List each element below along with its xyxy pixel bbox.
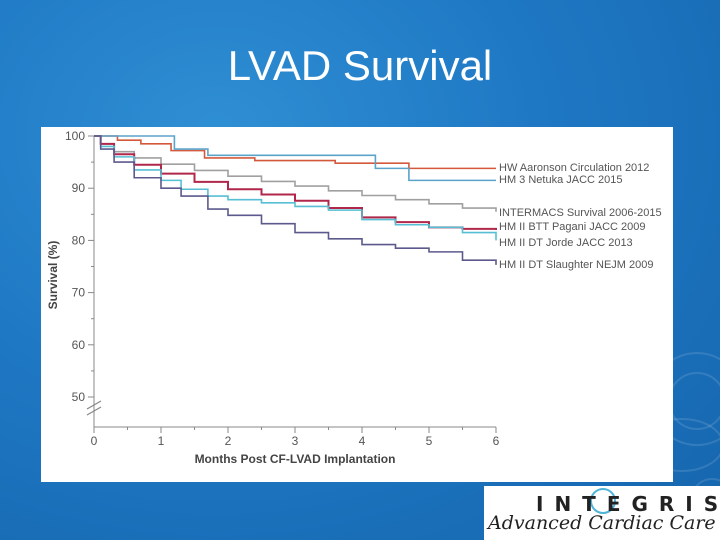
- x-tick-label: 6: [493, 434, 500, 448]
- x-tick-label: 1: [158, 434, 165, 448]
- logo-swirl-icon: [590, 488, 616, 514]
- x-tick-label: 3: [292, 434, 299, 448]
- logo-tagline: Advanced Cardiac Care: [488, 512, 716, 534]
- series-line-intermacs-survival-2006-2015: [94, 135, 497, 212]
- series-line-hm-ii-dt-jorde-jacc-2013: [94, 135, 497, 241]
- x-tick-label: 0: [91, 434, 98, 448]
- y-tick-label: 100: [65, 129, 85, 143]
- legend-label-hw-aaronson-circulation-2012: HW Aaronson Circulation 2012: [499, 162, 649, 174]
- axis-break-mark: [86, 400, 102, 410]
- legend-label-hm-ii-btt-pagani-jacc-2009: HM II BTT Pagani JACC 2009: [499, 221, 646, 233]
- x-tick-label: 4: [359, 434, 366, 448]
- y-tick-label: 60: [72, 338, 86, 352]
- legend-label-hm-3-netuka-jacc-2015: HM 3 Netuka JACC 2015: [499, 174, 623, 186]
- y-axis-label: Survival (%): [46, 241, 60, 310]
- series-line-hm-ii-btt-pagani-jacc-2009: [94, 135, 497, 230]
- series-line-hm-3-netuka-jacc-2015: [94, 135, 496, 182]
- logo-name: INTEGRIS: [536, 492, 720, 516]
- y-tick-label: 80: [72, 233, 86, 247]
- y-tick-label: 50: [72, 390, 86, 404]
- x-tick-label: 2: [225, 434, 232, 448]
- chart-canvas: 50 60 70 80 90 100 0 1 2 3 4 5 6 HW Aaronson Circula…: [46, 129, 662, 466]
- series-line-hw-aaronson-circulation-2012: [94, 135, 496, 170]
- y-tick-label: 90: [72, 181, 86, 195]
- y-tick-label: 70: [72, 286, 86, 300]
- slide-title: LVAD Survival: [227, 42, 493, 89]
- x-axis-label: Months Post CF-LVAD Implantation: [195, 452, 396, 466]
- series-line-hm-ii-dt-slaughter-nejm-2009: [94, 135, 497, 265]
- legend-label-hm-ii-dt-jorde-jacc-2013: HM II DT Jorde JACC 2013: [499, 237, 633, 249]
- x-tick-label: 5: [426, 434, 433, 448]
- survival-chart: 50 60 70 80 90 100 0 1 2 3 4 5 6 HW Aaronson Circula…: [41, 127, 673, 482]
- integris-logo: INTEGRIS Advanced Cardiac Care: [484, 486, 720, 540]
- legend-label-intermacs-survival-2006-2015: INTERMACS Survival 2006-2015: [499, 207, 662, 219]
- axis-break-mark: [86, 406, 102, 416]
- legend-label-hm-ii-dt-slaughter-nejm-2009: HM II DT Slaughter NEJM 2009: [499, 259, 653, 271]
